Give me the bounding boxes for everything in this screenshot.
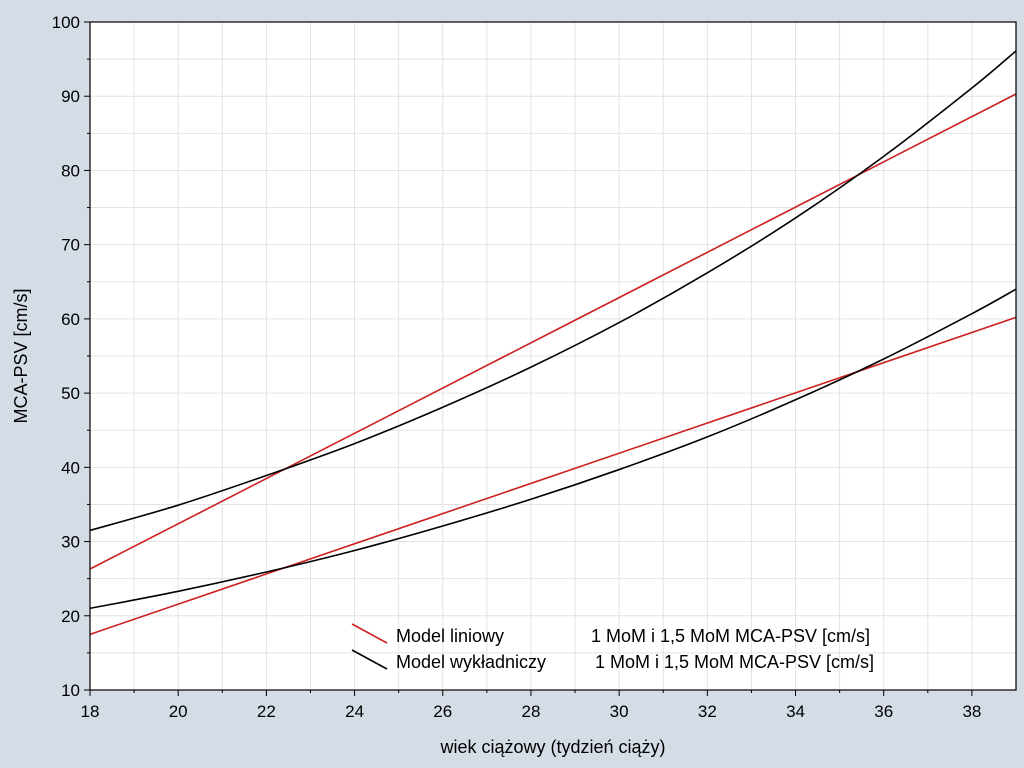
y-axis-title: MCA-PSV [cm/s] xyxy=(11,288,31,423)
x-axis: 18 20 22 24 26 28 30 32 34 36 38 xyxy=(81,690,981,721)
x-tick-label: 26 xyxy=(433,702,452,721)
legend-label-exponential: Model wykładniczy xyxy=(396,652,546,672)
legend-swatch-linear xyxy=(351,623,388,644)
x-tick-label: 38 xyxy=(962,702,981,721)
x-tick-label: 32 xyxy=(698,702,717,721)
x-tick-label: 20 xyxy=(169,702,188,721)
x-tick-label: 36 xyxy=(874,702,893,721)
y-tick-label: 90 xyxy=(61,87,80,106)
legend-label-linear: Model liniowy xyxy=(396,626,504,646)
x-tick-label: 34 xyxy=(786,702,805,721)
series-line-linear-1 xyxy=(89,316,1017,636)
legend-desc-linear: 1 MoM i 1,5 MoM MCA-PSV [cm/s] xyxy=(591,626,870,646)
y-tick-label: 10 xyxy=(61,681,80,700)
x-tick-label: 28 xyxy=(521,702,540,721)
series-line-exponential-2 xyxy=(89,50,1017,532)
legend-desc-exponential: 1 MoM i 1,5 MoM MCA-PSV [cm/s] xyxy=(595,652,874,672)
series-line-linear-0 xyxy=(89,93,1017,570)
legend-swatch-exponential xyxy=(351,649,388,670)
y-tick-label: 50 xyxy=(61,384,80,403)
legend: Model liniowy 1 MoM i 1,5 MoM MCA-PSV [c… xyxy=(351,623,874,672)
y-tick-label: 30 xyxy=(61,533,80,552)
y-tick-label: 60 xyxy=(61,310,80,329)
x-tick-label: 30 xyxy=(610,702,629,721)
y-axis: 10 20 30 40 50 60 70 80 90 100 xyxy=(52,13,90,700)
x-tick-label: 24 xyxy=(345,702,364,721)
grid xyxy=(90,22,1016,690)
y-tick-label: 70 xyxy=(61,236,80,255)
y-tick-label: 100 xyxy=(52,13,80,32)
y-tick-label: 80 xyxy=(61,161,80,180)
x-tick-label: 18 xyxy=(81,702,100,721)
x-tick-label: 22 xyxy=(257,702,276,721)
y-tick-label: 20 xyxy=(61,607,80,626)
series-line-exponential-3 xyxy=(89,288,1017,610)
y-tick-label: 40 xyxy=(61,458,80,477)
series-group xyxy=(89,50,1017,636)
x-axis-title: wiek ciążowy (tydzień ciąży) xyxy=(439,737,665,757)
